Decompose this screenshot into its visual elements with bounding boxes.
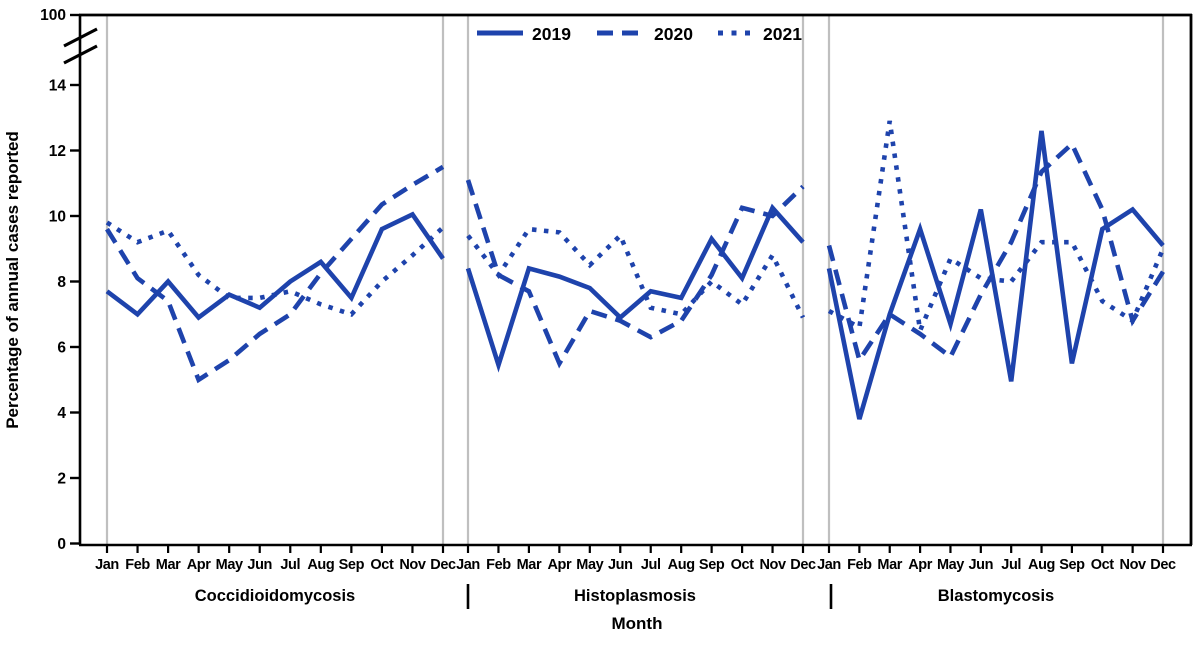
y-tick-label: 6 xyxy=(57,340,66,357)
y-tick-label: 10 xyxy=(49,209,66,226)
month-tick-label: Aug xyxy=(1028,557,1055,573)
series-line-2021-coccidioidomycosis xyxy=(105,220,445,317)
y-tick-label: 8 xyxy=(57,274,66,291)
month-tick-label: Oct xyxy=(1091,557,1115,573)
series-line-2021-blastomycosis xyxy=(827,120,1166,340)
month-tick-label: May xyxy=(937,557,964,573)
month-tick-label: Nov xyxy=(399,557,426,573)
month-tick-label: Jan xyxy=(817,557,841,573)
panel-label-coccidioidomycosis: Coccidioidomycosis xyxy=(195,587,355,605)
y-tick-label: 0 xyxy=(57,536,66,553)
month-tick-label: Jan xyxy=(95,557,119,573)
panel-label-histoplasmosis: Histoplasmosis xyxy=(574,587,696,605)
y-tick-label: 4 xyxy=(57,405,66,422)
month-tick-label: Mar xyxy=(877,557,902,573)
legend-label-2019: 2019 xyxy=(532,24,571,44)
month-tick-label: Aug xyxy=(307,557,334,573)
data-series-lines xyxy=(105,120,1166,420)
month-tick-label: Jun xyxy=(247,557,272,573)
series-line-2020-histoplasmosis xyxy=(465,179,805,369)
month-tick-label: Dec xyxy=(790,557,816,573)
month-tick-label: Sep xyxy=(699,557,725,573)
y-tick-label-100: 100 xyxy=(40,7,66,24)
month-tick-label: Jun xyxy=(969,557,994,573)
month-tick-label: May xyxy=(216,557,243,573)
month-tick-label: Jan xyxy=(456,557,480,573)
month-tick-label: Apr xyxy=(187,557,212,573)
y-tick-label: 2 xyxy=(57,471,66,488)
month-tick-label: May xyxy=(576,557,603,573)
month-tick-label: Feb xyxy=(847,557,872,573)
panel-borders xyxy=(105,15,1165,545)
month-tick-label: Jun xyxy=(608,557,633,573)
series-line-2020-coccidioidomycosis xyxy=(105,164,445,384)
month-tick-label: Oct xyxy=(370,557,394,573)
legend-label-2021: 2021 xyxy=(763,24,802,44)
month-tick-label: Mar xyxy=(517,557,542,573)
month-tick-label: Oct xyxy=(731,557,755,573)
series-line-2019-coccidioidomycosis xyxy=(105,211,445,321)
legend-label-2020: 2020 xyxy=(654,24,693,44)
panel-label-blastomycosis: Blastomycosis xyxy=(938,587,1054,605)
month-tick-label: Sep xyxy=(1059,557,1085,573)
axis-break-slash-icon xyxy=(63,44,98,65)
axis-break-slash-icon xyxy=(63,27,98,48)
month-tick-label: Nov xyxy=(759,557,786,573)
x-axis-title: Month xyxy=(612,614,663,633)
month-tick-label: Nov xyxy=(1120,557,1147,573)
series-line-2019-blastomycosis xyxy=(826,130,1165,420)
month-tick-label: Feb xyxy=(486,557,511,573)
y-tick-label: 14 xyxy=(49,78,67,95)
month-tick-label: Jul xyxy=(641,557,661,573)
y-axis-title: Percentage of annual cases reported xyxy=(3,131,22,429)
month-tick-label: Apr xyxy=(547,557,572,573)
month-tick-label: Apr xyxy=(908,557,933,573)
month-tick-label: Sep xyxy=(339,557,365,573)
month-tick-label: Jul xyxy=(280,557,300,573)
plot-frame: 100 xyxy=(40,7,1193,547)
month-tick-label: Dec xyxy=(430,557,456,573)
month-tick-label: Feb xyxy=(125,557,150,573)
legend: 2019 2020 2021 xyxy=(477,24,802,44)
series-line-2020-blastomycosis xyxy=(826,140,1165,366)
month-tick-label: Aug xyxy=(668,557,695,573)
month-tick-label: Dec xyxy=(1150,557,1176,573)
series-line-2019-histoplasmosis xyxy=(465,203,805,373)
y-tick-label: 12 xyxy=(49,143,66,160)
month-tick-label: Mar xyxy=(156,557,181,573)
month-tick-label: Jul xyxy=(1001,557,1021,573)
